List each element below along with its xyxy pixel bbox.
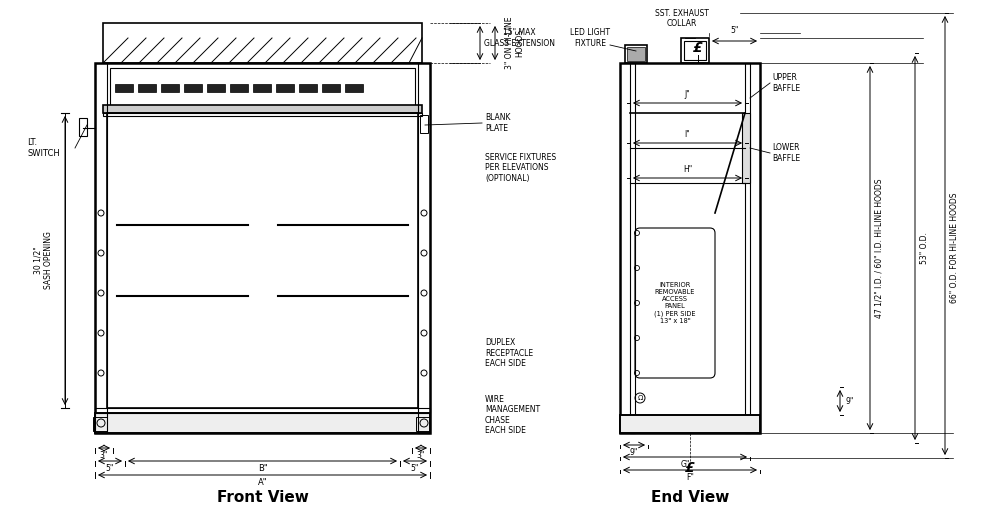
Text: B": B" (258, 464, 267, 473)
Bar (115, 84, 133, 92)
Bar (322, 84, 340, 92)
Bar (625, 45, 647, 63)
Bar (207, 84, 225, 92)
Text: INTERIOR
REMOVABLE
ACCESS
PANEL
(1) PER SIDE
13" x 18": INTERIOR REMOVABLE ACCESS PANEL (1) PER … (654, 282, 696, 324)
Text: 9": 9" (630, 448, 638, 457)
Text: SERVICE FIXTURES
PER ELEVATIONS
(OPTIONAL): SERVICE FIXTURES PER ELEVATIONS (OPTIONA… (485, 153, 556, 183)
Bar (138, 84, 156, 92)
Bar (620, 415, 760, 433)
Text: 3" ON HI-LINE
HOODS: 3" ON HI-LINE HOODS (505, 17, 524, 69)
Bar (103, 113, 422, 116)
Text: Front View: Front View (217, 491, 308, 506)
Bar (95, 408, 430, 413)
Bar (276, 84, 294, 92)
Bar (681, 38, 709, 63)
Text: 5": 5" (411, 464, 419, 473)
Bar (684, 41, 706, 60)
Bar (95, 63, 430, 433)
Bar (630, 63, 635, 433)
Text: 5": 5" (106, 464, 114, 473)
Text: LOWER
BAFFLE: LOWER BAFFLE (772, 143, 800, 163)
Text: I": I" (685, 130, 690, 139)
Text: 9": 9" (845, 396, 853, 405)
Text: Ω: Ω (637, 395, 643, 401)
Bar (345, 84, 363, 92)
Text: 5": 5" (730, 26, 739, 35)
Bar (95, 413, 430, 433)
Bar (745, 63, 750, 433)
Text: 47 1/2" I.D. / 60" I.D. HI-LINE HOODS: 47 1/2" I.D. / 60" I.D. HI-LINE HOODS (875, 178, 884, 318)
Text: £: £ (693, 41, 703, 55)
Text: 3": 3" (417, 451, 425, 460)
Text: F": F" (686, 473, 694, 482)
Bar (110, 68, 415, 108)
Text: BLANK
PLATE: BLANK PLATE (485, 113, 511, 133)
Bar (79, 118, 87, 136)
Bar (103, 105, 422, 113)
Bar (95, 413, 430, 433)
Bar (161, 84, 179, 92)
Text: 15" MAX
GLASS EXTENSION: 15" MAX GLASS EXTENSION (484, 28, 555, 48)
Text: 53" O.D.: 53" O.D. (920, 232, 929, 264)
Bar (416, 417, 430, 431)
Bar (184, 84, 202, 92)
Text: 30 1/2"
SASH OPENING: 30 1/2" SASH OPENING (34, 232, 53, 289)
Text: UPPER
BAFFLE: UPPER BAFFLE (772, 73, 800, 93)
Text: LT.
SWITCH: LT. SWITCH (27, 138, 60, 158)
Text: H": H" (683, 165, 692, 174)
Text: WIRE
MANAGEMENT
CHASE
EACH SIDE: WIRE MANAGEMENT CHASE EACH SIDE (485, 395, 540, 435)
Bar (107, 113, 418, 408)
Bar (299, 84, 317, 92)
Bar (620, 63, 760, 433)
Bar (742, 113, 750, 183)
Text: G": G" (680, 460, 690, 469)
Text: 3": 3" (100, 451, 108, 460)
Bar (253, 84, 271, 92)
Bar (103, 23, 422, 63)
Bar (627, 47, 645, 61)
Text: DUPLEX
RECEPTACLE
EACH SIDE: DUPLEX RECEPTACLE EACH SIDE (485, 338, 533, 368)
Text: LED LIGHT
FIXTURE: LED LIGHT FIXTURE (570, 28, 610, 48)
Text: £: £ (685, 461, 695, 475)
Text: A": A" (258, 478, 267, 487)
Bar (95, 63, 107, 433)
Bar (418, 63, 430, 433)
Bar (230, 84, 248, 92)
Bar (620, 415, 760, 433)
Text: SST. EXHAUST
COLLAR: SST. EXHAUST COLLAR (655, 8, 709, 28)
Bar (93, 417, 107, 431)
Bar (420, 115, 428, 133)
Text: J": J" (685, 90, 690, 99)
Text: 66" O.D. FOR HI-LINE HOODS: 66" O.D. FOR HI-LINE HOODS (950, 193, 959, 303)
Text: End View: End View (651, 491, 729, 506)
